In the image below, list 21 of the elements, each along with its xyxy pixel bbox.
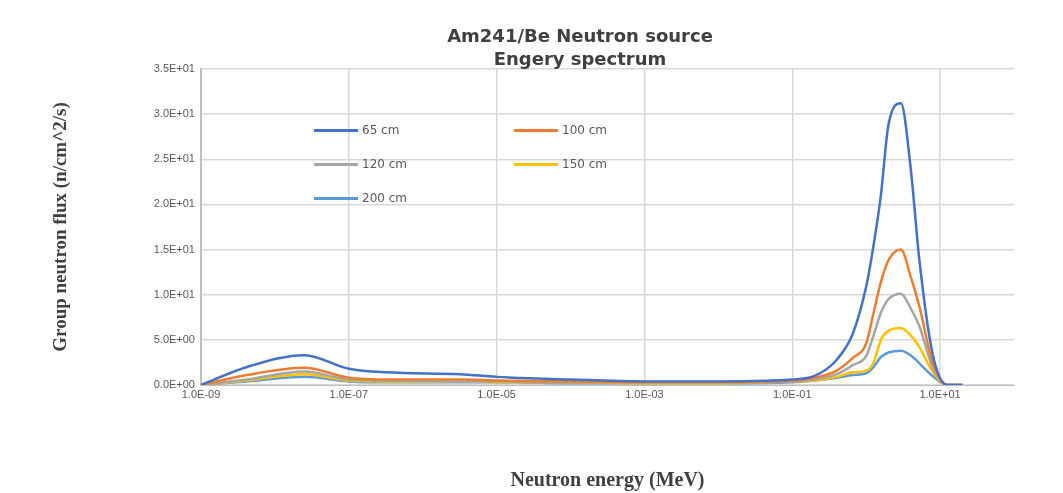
x-tick-label: 1.0E+01 (919, 387, 961, 400)
x-tick-label: 1.0E-03 (625, 387, 664, 400)
y-axis-title: Group neutron flux (n/cm^2/s) (49, 102, 72, 352)
y-tick-label: 1.0E+01 (153, 287, 195, 300)
y-tick-label: 5.0E+00 (153, 332, 195, 345)
y-tick-label: 3.0E+01 (153, 107, 195, 120)
x-tick-label: 1.0E-05 (477, 387, 516, 400)
legend-label: 200 cm (362, 191, 408, 205)
x-axis-title: Neutron energy (MeV) (510, 468, 705, 492)
y-tick-label: 2.0E+01 (153, 197, 195, 210)
x-tick-label: 1.0E-01 (773, 387, 812, 400)
legend-label: 65 cm (362, 123, 400, 137)
x-tick-label: 1.0E-07 (329, 387, 369, 400)
y-tick-label: 2.5E+01 (153, 152, 195, 165)
y-tick-label: 1.5E+01 (153, 242, 195, 255)
y-tick-label: 3.5E+01 (153, 62, 195, 75)
chart-title: Am241/Be Neutron source (446, 25, 714, 46)
chart-subtitle: Engery spectrum (493, 48, 667, 69)
legend-label: 120 cm (362, 157, 408, 171)
legend-label: 100 cm (562, 123, 608, 137)
legend-label: 150 cm (562, 157, 608, 171)
